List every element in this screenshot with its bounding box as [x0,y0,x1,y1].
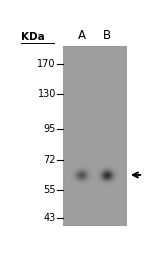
Text: 72: 72 [44,155,56,165]
Text: 170: 170 [38,59,56,69]
Text: A: A [78,29,85,42]
Text: 95: 95 [44,124,56,134]
Text: B: B [103,29,111,42]
Text: 43: 43 [44,213,56,223]
Text: KDa: KDa [21,32,45,42]
Text: 55: 55 [44,185,56,195]
Text: 130: 130 [38,89,56,99]
